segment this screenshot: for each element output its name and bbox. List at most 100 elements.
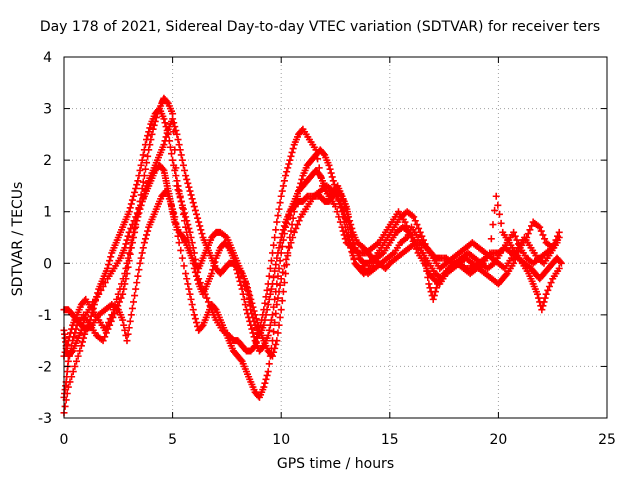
data-point xyxy=(267,257,275,265)
data-point xyxy=(540,298,548,306)
data-point xyxy=(144,152,152,160)
data-point xyxy=(136,166,144,174)
data-point xyxy=(346,217,354,225)
data-point xyxy=(77,342,85,350)
data-point xyxy=(270,241,278,249)
x-tick-label: 15 xyxy=(381,432,399,448)
data-point xyxy=(248,299,256,307)
data-point xyxy=(170,161,178,169)
data-point xyxy=(126,204,134,212)
data-point xyxy=(286,234,294,241)
data-point xyxy=(132,285,140,293)
data-point xyxy=(174,136,182,144)
y-tick-label: -3 xyxy=(38,411,52,427)
data-point xyxy=(502,271,510,279)
data-point xyxy=(101,326,109,334)
data-point xyxy=(179,210,187,218)
data-point xyxy=(285,160,293,168)
data-point xyxy=(173,226,181,234)
data-point xyxy=(169,156,177,164)
x-tick-label: 0 xyxy=(60,432,69,448)
data-point xyxy=(208,270,216,278)
data-point xyxy=(285,212,293,220)
data-point xyxy=(247,321,255,329)
data-point xyxy=(176,146,184,154)
data-point xyxy=(174,232,182,240)
data-point xyxy=(140,190,148,198)
data-point xyxy=(425,280,433,288)
data-point xyxy=(106,315,114,323)
data-point xyxy=(192,272,200,280)
data-point xyxy=(325,161,333,169)
data-point xyxy=(240,295,248,303)
data-point xyxy=(68,342,76,350)
data-point xyxy=(547,279,555,287)
data-point xyxy=(127,239,135,247)
data-point xyxy=(183,228,191,236)
data-point xyxy=(346,240,354,248)
data-point xyxy=(141,186,149,194)
data-point xyxy=(130,192,138,200)
data-point xyxy=(138,249,146,257)
data-point xyxy=(139,178,147,186)
data-point xyxy=(511,232,519,240)
data-point xyxy=(185,239,193,247)
data-point xyxy=(137,201,145,209)
data-point xyxy=(273,337,281,345)
data-point xyxy=(269,352,277,360)
data-point xyxy=(237,281,245,289)
data-point xyxy=(246,292,254,300)
data-point xyxy=(123,259,131,267)
data-point xyxy=(262,293,270,301)
data-point xyxy=(203,294,211,302)
data-point xyxy=(117,294,125,302)
data-point xyxy=(184,179,192,187)
data-point xyxy=(197,226,205,234)
data-point xyxy=(272,226,280,234)
data-point xyxy=(124,232,132,240)
data-point xyxy=(170,119,178,127)
data-point xyxy=(144,132,152,140)
data-point xyxy=(101,279,109,287)
data-point xyxy=(288,221,296,229)
y-tick-label: 4 xyxy=(43,50,52,66)
data-point xyxy=(191,315,199,323)
data-point xyxy=(182,172,190,180)
data-point xyxy=(270,328,278,336)
data-point xyxy=(250,307,258,315)
data-point xyxy=(105,261,113,269)
data-point xyxy=(198,230,206,238)
data-point xyxy=(296,183,304,191)
data-point xyxy=(401,218,409,226)
data-point xyxy=(145,128,153,136)
data-point xyxy=(541,294,549,302)
data-point xyxy=(137,161,145,169)
data-point xyxy=(430,292,438,300)
data-point xyxy=(269,311,277,319)
data-point xyxy=(190,311,198,319)
data-point xyxy=(249,303,257,311)
data-point xyxy=(71,362,79,370)
data-point xyxy=(320,150,328,158)
data-point xyxy=(177,151,185,159)
data-point xyxy=(169,205,177,213)
data-point xyxy=(133,279,141,287)
data-point xyxy=(245,288,253,296)
data-point xyxy=(184,280,192,288)
data-point xyxy=(134,177,142,185)
data-point xyxy=(67,329,75,337)
data-point xyxy=(495,210,503,218)
data-point xyxy=(103,264,111,272)
data-point xyxy=(337,204,345,212)
data-point xyxy=(120,321,128,329)
data-point xyxy=(119,316,127,324)
data-point xyxy=(135,209,143,217)
data-point xyxy=(426,284,434,292)
data-point xyxy=(277,249,285,257)
data-point xyxy=(133,181,141,189)
data-point xyxy=(245,313,253,321)
data-point xyxy=(140,239,148,247)
data-point xyxy=(65,333,73,341)
plot-frame xyxy=(63,56,608,419)
